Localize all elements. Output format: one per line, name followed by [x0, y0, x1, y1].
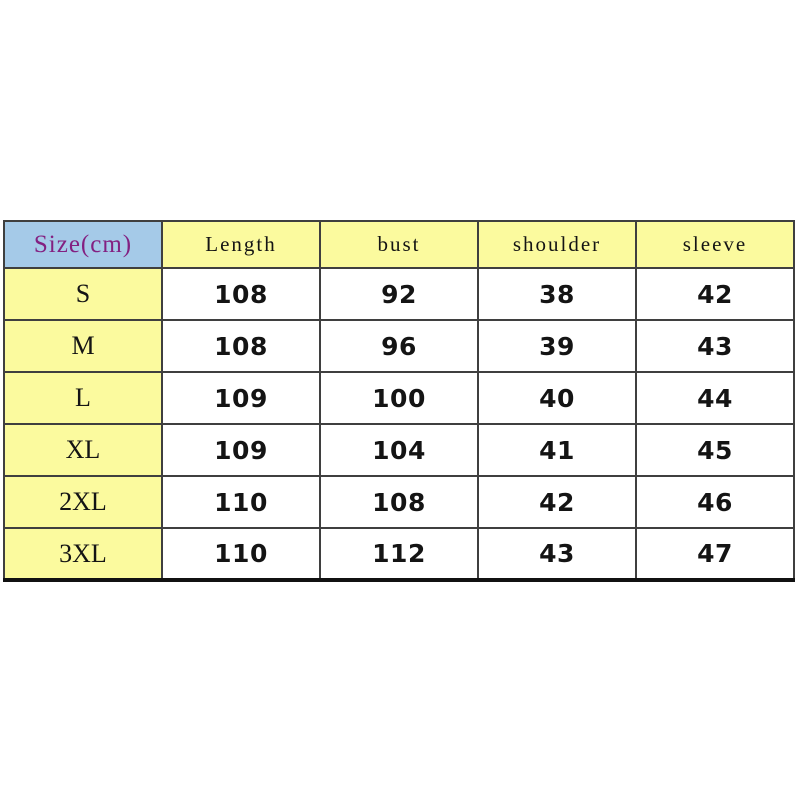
shoulder-value: 38 [477, 267, 637, 321]
sleeve-value: 44 [635, 371, 795, 425]
size-label: L [3, 371, 163, 425]
length-value: 110 [161, 527, 321, 581]
bust-value: 104 [319, 423, 479, 477]
column-header-bust: bust [319, 220, 479, 269]
shoulder-value: 42 [477, 475, 637, 529]
length-value: 108 [161, 319, 321, 373]
sleeve-value: 47 [635, 527, 795, 581]
sleeve-value: 42 [635, 267, 795, 321]
bust-value: 112 [319, 527, 479, 581]
sleeve-value: 45 [635, 423, 795, 477]
column-header-length: Length [161, 220, 321, 269]
sleeve-value: 46 [635, 475, 795, 529]
shoulder-value: 43 [477, 527, 637, 581]
table-row-2xl: 2XL 110 108 42 46 [3, 475, 795, 529]
table-row-l: L 109 100 40 44 [3, 371, 795, 425]
size-chart: Size(cm) Length bust shoulder sleeve S 1… [3, 220, 795, 582]
table-row-xl: XL 109 104 41 45 [3, 423, 795, 477]
size-label: M [3, 319, 163, 373]
size-label: 3XL [3, 527, 163, 581]
shoulder-value: 41 [477, 423, 637, 477]
size-label: 2XL [3, 475, 163, 529]
size-label: S [3, 267, 163, 321]
column-header-shoulder: shoulder [477, 220, 637, 269]
bust-value: 96 [319, 319, 479, 373]
length-value: 109 [161, 371, 321, 425]
size-chart-table: Size(cm) Length bust shoulder sleeve S 1… [3, 220, 795, 582]
sleeve-value: 43 [635, 319, 795, 373]
shoulder-value: 40 [477, 371, 637, 425]
bust-value: 100 [319, 371, 479, 425]
column-header-sleeve: sleeve [635, 220, 795, 269]
length-value: 109 [161, 423, 321, 477]
bust-value: 108 [319, 475, 479, 529]
size-label: XL [3, 423, 163, 477]
header-row: Size(cm) Length bust shoulder sleeve [3, 220, 795, 269]
shoulder-value: 39 [477, 319, 637, 373]
table-row-m: M 108 96 39 43 [3, 319, 795, 373]
length-value: 108 [161, 267, 321, 321]
corner-header-cell: Size(cm) [3, 220, 163, 269]
table-row-3xl: 3XL 110 112 43 47 [3, 527, 795, 581]
length-value: 110 [161, 475, 321, 529]
bust-value: 92 [319, 267, 479, 321]
table-row-s: S 108 92 38 42 [3, 267, 795, 321]
